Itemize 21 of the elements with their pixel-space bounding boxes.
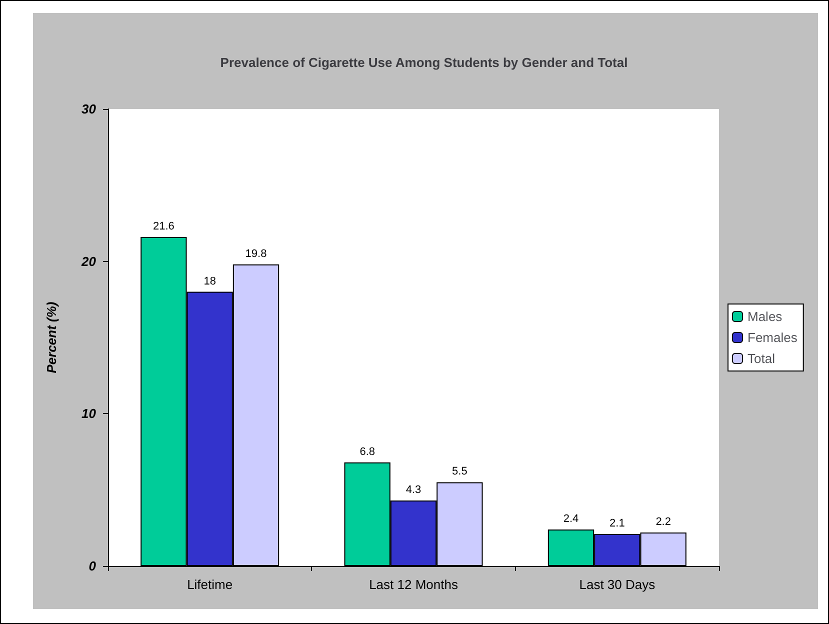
legend-label: Females [748,330,798,345]
x-tick-label: Last 12 Months [369,577,458,592]
data-label: 18 [204,275,216,288]
legend-label: Males [748,309,783,324]
data-label: 6.8 [360,446,375,458]
chart-title: Prevalence of Cigarette Use Among Students by Gender and Total [220,55,628,70]
x-tick-label: Last 30 Days [579,577,656,592]
data-label: 2.2 [656,516,671,528]
y-tick-label: 10 [82,406,97,422]
data-label: 21.6 [152,220,174,232]
data-label: 4.3 [406,484,422,496]
x-tick-label: Lifetime [187,577,233,592]
y-tick-label: 0 [88,558,97,574]
data-label: 19.8 [245,248,267,260]
y-axis-title: Percent (%) [44,302,59,374]
legend-label: Total [748,351,776,366]
data-label: 2.4 [563,512,579,525]
data-label: 2.1 [610,518,625,530]
data-label: 5.5 [452,466,468,478]
y-tick-label: 30 [82,102,97,116]
y-tick-label: 20 [80,254,97,269]
